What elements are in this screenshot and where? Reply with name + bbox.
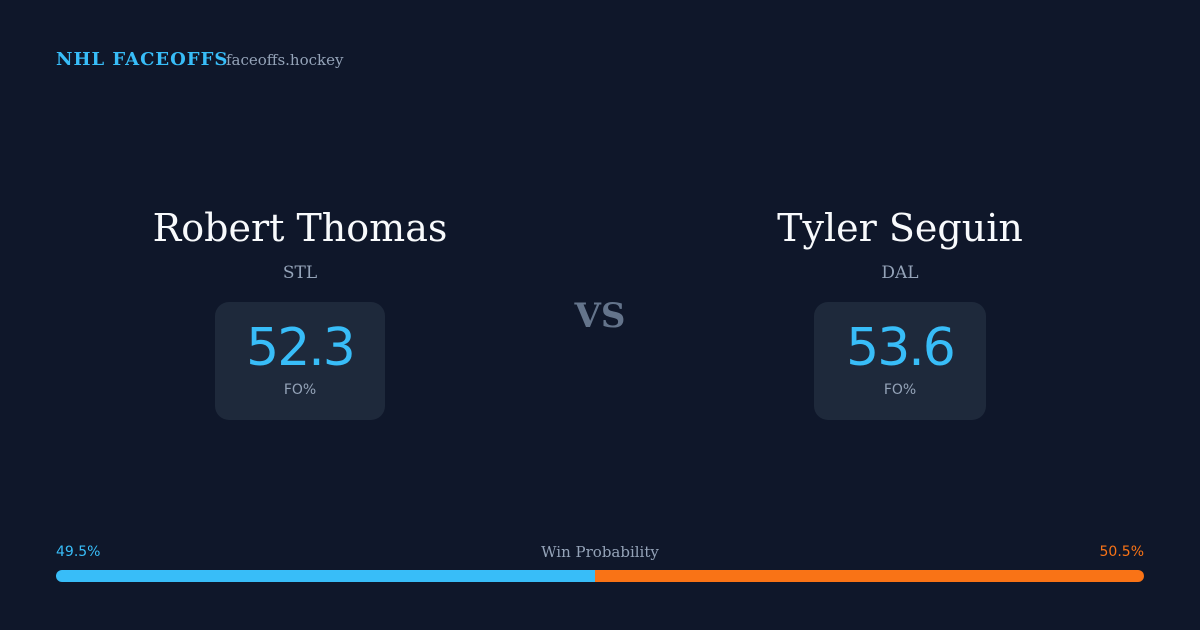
team: STL xyxy=(282,263,318,283)
stat-card: 53.6 FO% xyxy=(814,302,986,420)
site-name: faceoffs.hockey xyxy=(226,51,344,69)
stat-label: FO% xyxy=(883,382,917,398)
fo-value: 53.6 xyxy=(846,318,956,378)
win-probability-segment xyxy=(56,570,595,582)
stat-label: FO% xyxy=(283,382,317,398)
win-probability-label: Win Probability xyxy=(541,543,659,561)
win-pct-label: 50.5% xyxy=(1099,544,1144,560)
stat-card: 52.3 FO% xyxy=(215,302,385,420)
win-probability-bar xyxy=(56,570,1144,582)
win-pct-label: 49.5% xyxy=(56,544,101,560)
player-name: Robert Thomas xyxy=(152,206,448,250)
versus: VS xyxy=(574,296,626,336)
brand: NHL FACEOFFS xyxy=(56,49,229,70)
fo-value: 52.3 xyxy=(246,318,356,378)
team: DAL xyxy=(881,263,919,283)
player-name: Tyler Seguin xyxy=(777,206,1023,250)
win-probability-segment xyxy=(594,570,1144,582)
